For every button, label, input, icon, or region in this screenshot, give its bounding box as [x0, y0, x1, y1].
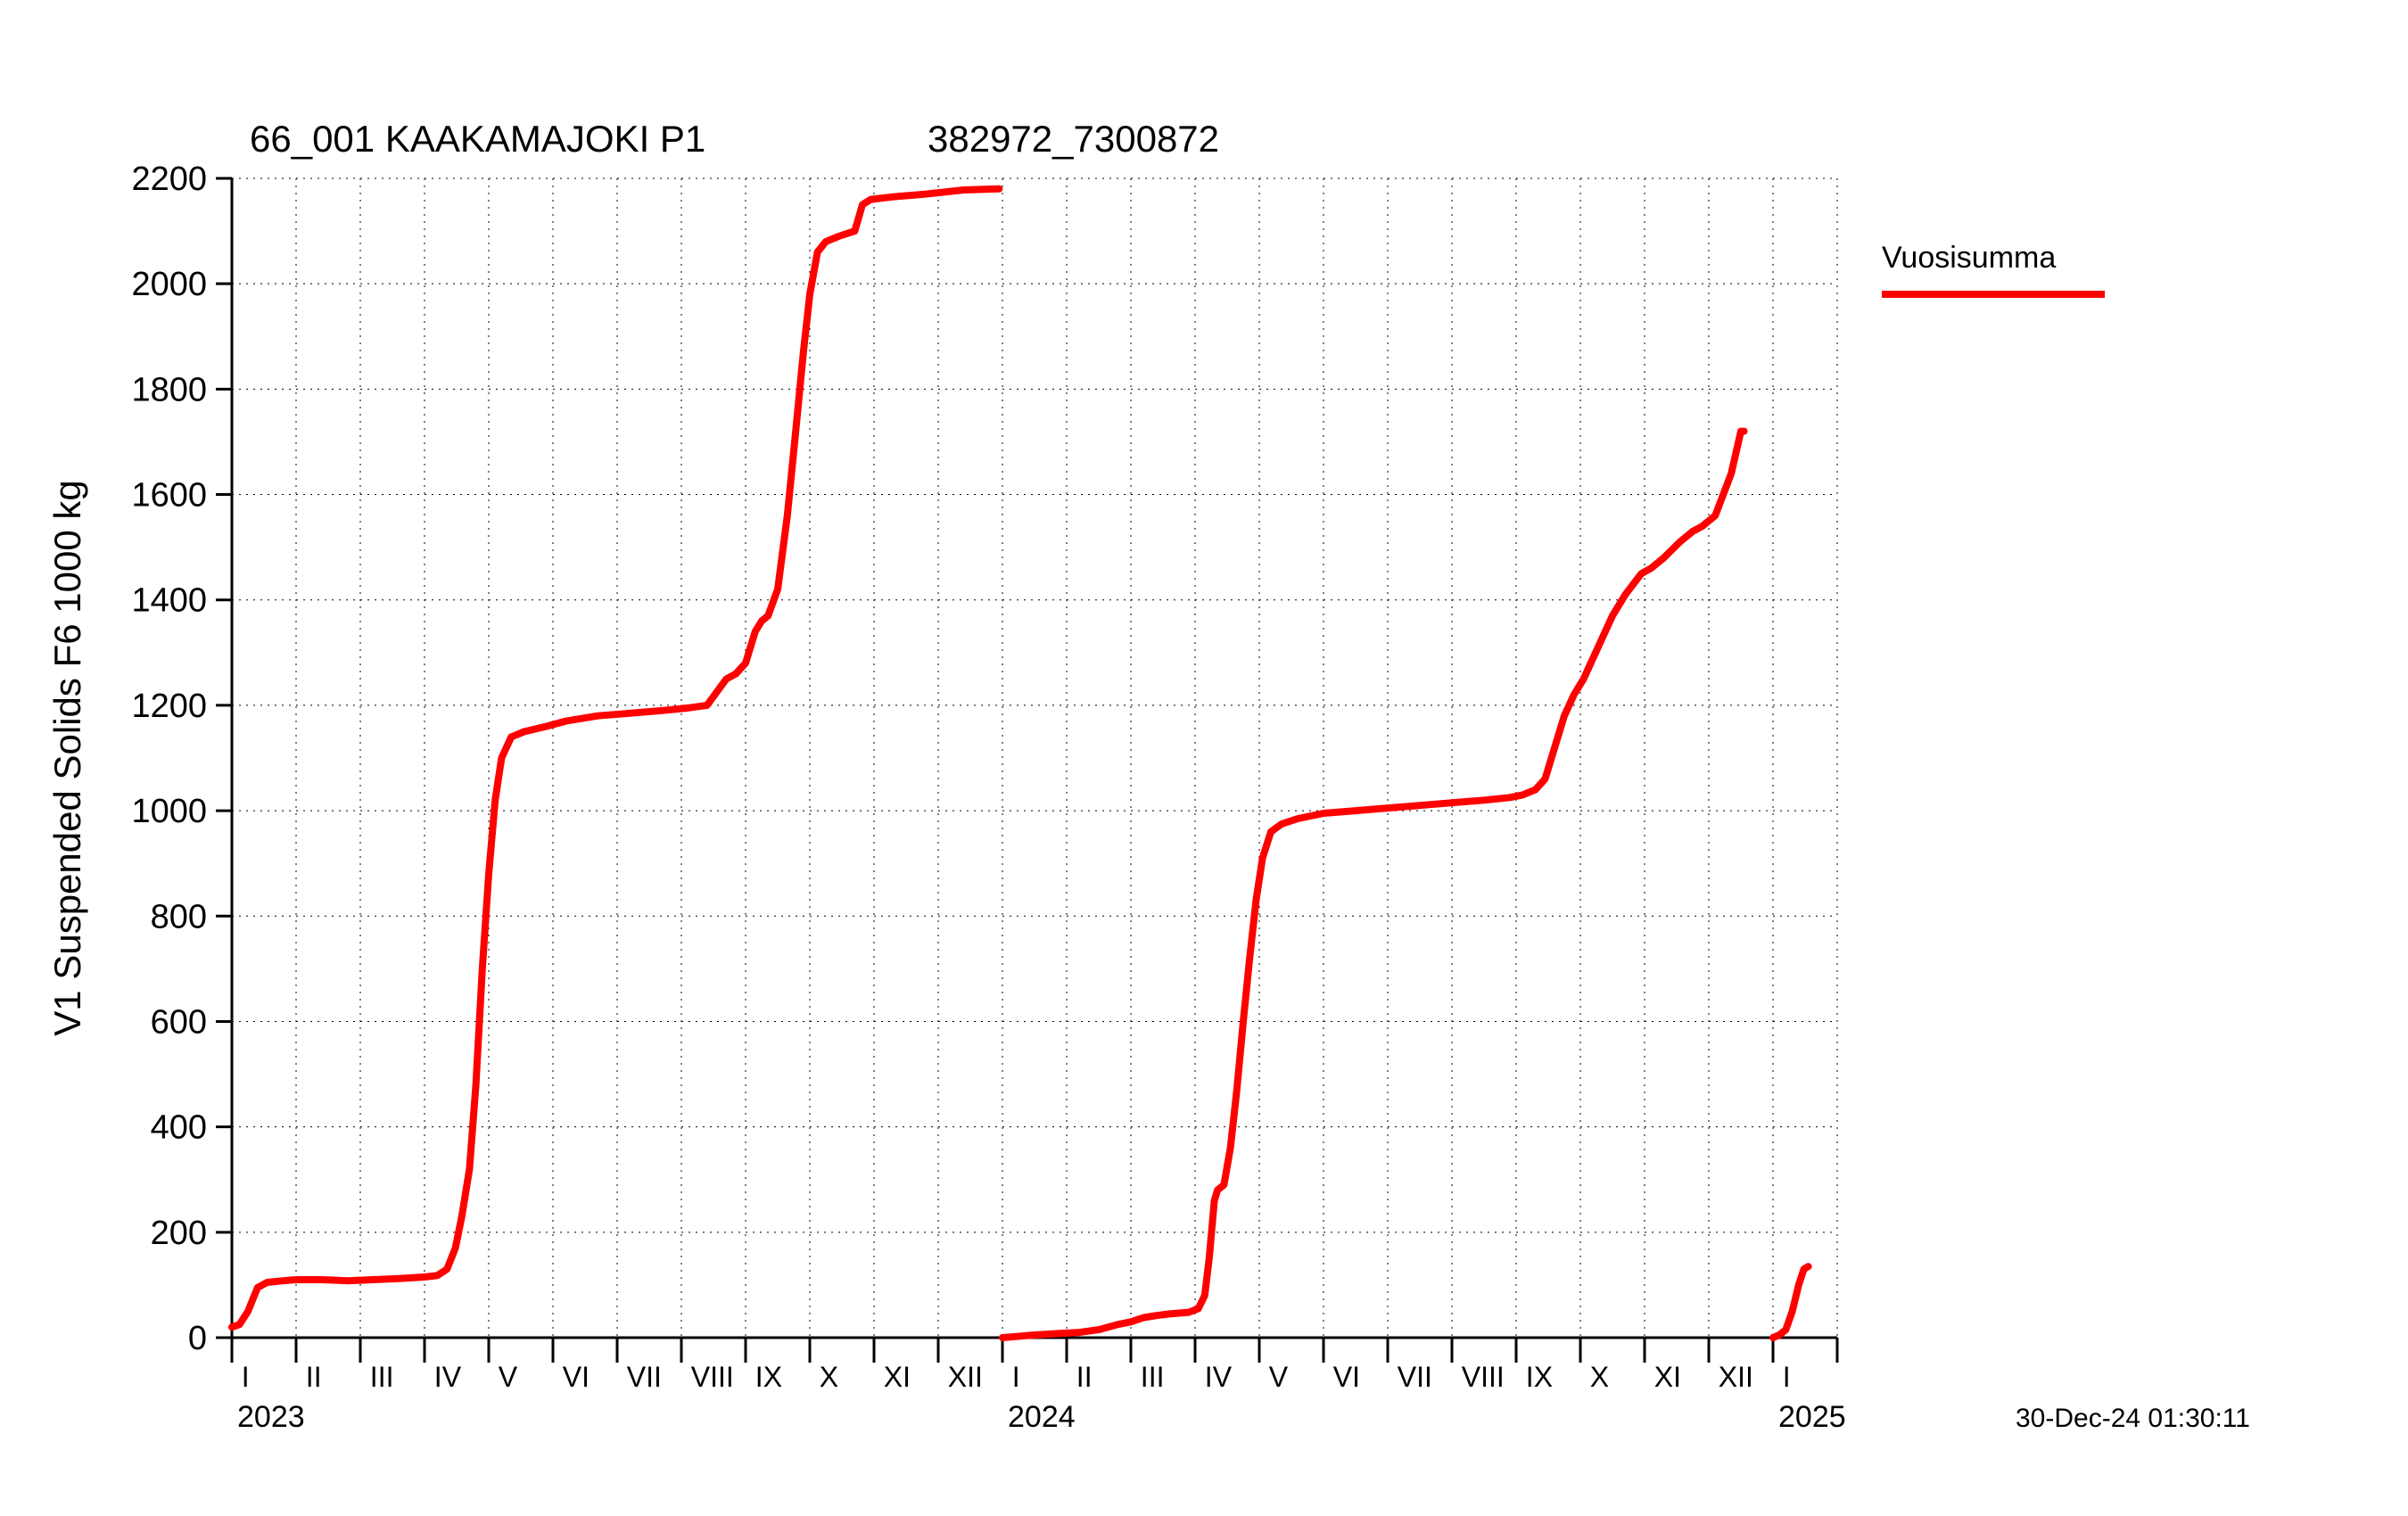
legend-label: Vuosisumma	[1882, 241, 2056, 275]
x-month-label: XI	[884, 1361, 911, 1393]
chart-title-left: 66_001 KAAKAMAJOKI P1	[250, 118, 705, 160]
x-year-label: 2025	[1778, 1400, 1846, 1434]
x-month-label: I	[242, 1361, 250, 1393]
x-month-label: IX	[1526, 1361, 1553, 1393]
y-tick-label: 200	[151, 1215, 207, 1252]
y-axis-label: V1 Suspended Solids F6 1000 kg	[46, 480, 88, 1035]
y-tick-label: 400	[151, 1109, 207, 1147]
x-month-label: V	[499, 1361, 518, 1393]
y-tick-label: 1600	[131, 477, 207, 515]
x-month-label: IV	[1205, 1361, 1233, 1393]
x-month-label: II	[306, 1361, 322, 1393]
y-tick-label: 1200	[131, 688, 207, 725]
chart-title-right: 382972_7300872	[928, 118, 1219, 160]
x-month-label: VIII	[691, 1361, 734, 1393]
y-tick-label: 2200	[131, 161, 207, 198]
y-tick-label: 0	[188, 1320, 207, 1357]
x-month-label: X	[820, 1361, 838, 1393]
x-month-label: I	[1012, 1361, 1020, 1393]
x-month-label: VI	[563, 1361, 590, 1393]
x-month-label: II	[1076, 1361, 1093, 1393]
timestamp: 30-Dec-24 01:30:11	[2016, 1404, 2250, 1433]
x-month-label: XII	[948, 1361, 983, 1393]
x-month-label: V	[1269, 1361, 1289, 1393]
x-month-label: X	[1590, 1361, 1609, 1393]
x-month-label: VII	[1398, 1361, 1432, 1393]
x-month-label: I	[1783, 1361, 1791, 1393]
x-month-label: III	[1141, 1361, 1165, 1393]
x-year-label: 2023	[237, 1400, 305, 1434]
x-month-label: VIII	[1462, 1361, 1505, 1393]
x-year-label: 2024	[1008, 1400, 1076, 1434]
chart-container: 0 200 400 600 800 1000 1200 1400 1600 1800 2000 220…	[0, 0, 2408, 1516]
x-month-label: VI	[1333, 1361, 1360, 1393]
x-month-label: III	[370, 1361, 394, 1393]
y-tick-label: 800	[151, 898, 207, 935]
x-month-label: XII	[1719, 1361, 1753, 1393]
y-tick-label: 1000	[131, 793, 207, 830]
y-tick-label: 1800	[131, 371, 207, 408]
x-month-label: IV	[434, 1361, 462, 1393]
y-tick-label: 1400	[131, 582, 207, 620]
chart-svg: 0 200 400 600 800 1000 1200 1400 1600 1800 2000 220…	[0, 0, 2408, 1516]
x-month-label: IX	[755, 1361, 782, 1393]
x-month-label: XI	[1654, 1361, 1681, 1393]
y-tick-label: 600	[151, 1003, 207, 1041]
x-month-label: VII	[627, 1361, 662, 1393]
y-tick-label: 2000	[131, 266, 207, 303]
